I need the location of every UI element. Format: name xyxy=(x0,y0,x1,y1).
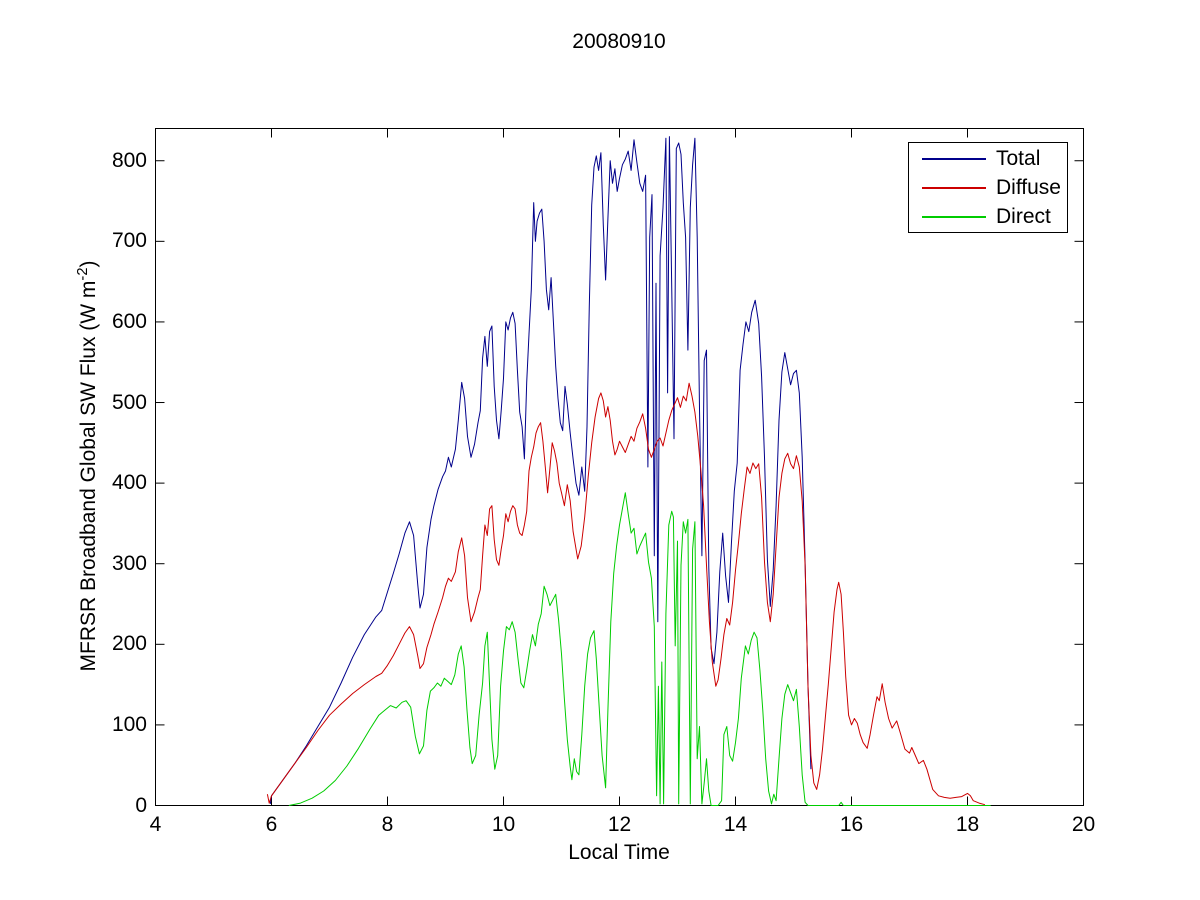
x-tick-label: 14 xyxy=(723,813,748,836)
y-tick-label: 700 xyxy=(111,229,147,253)
diffuse-line xyxy=(266,382,986,806)
y-tick-label: 600 xyxy=(111,309,147,333)
y-axis-label-suffix: ) xyxy=(77,260,100,268)
legend: Total Diffuse Direct xyxy=(908,142,1068,233)
legend-line-total xyxy=(922,157,986,160)
legend-line-diffuse xyxy=(922,186,986,189)
legend-label-total: Total xyxy=(996,147,1041,170)
x-tick-label: 12 xyxy=(607,813,632,836)
x-tick-label: 10 xyxy=(491,813,516,836)
x-tick-label: 4 xyxy=(149,813,162,836)
legend-entry-diffuse: Diffuse xyxy=(909,173,1067,202)
y-tick-label: 0 xyxy=(135,793,147,817)
y-tick-label: 800 xyxy=(111,148,147,172)
x-tick-label: 16 xyxy=(839,813,864,836)
y-tick-label: 100 xyxy=(111,712,147,736)
x-tick-label: 8 xyxy=(381,813,394,836)
chart-title: 20080910 xyxy=(572,30,666,53)
y-tick-label: 400 xyxy=(111,471,147,495)
legend-line-direct xyxy=(922,215,986,218)
legend-entry-direct: Direct xyxy=(909,202,1067,231)
x-axis-label: Local Time xyxy=(568,841,670,864)
total-line xyxy=(269,136,812,804)
x-tick-label: 6 xyxy=(265,813,278,836)
y-tick-label: 300 xyxy=(111,551,147,575)
y-tick-label: 500 xyxy=(111,390,147,414)
x-tick-label: 18 xyxy=(955,813,980,836)
direct-line xyxy=(288,492,991,806)
y-tick-label: 200 xyxy=(111,632,147,656)
legend-label-direct: Direct xyxy=(996,205,1051,228)
legend-label-diffuse: Diffuse xyxy=(996,176,1061,199)
y-axis-label-superscript: -2 xyxy=(75,267,91,281)
x-tick-label: 20 xyxy=(1071,813,1096,836)
legend-entry-total: Total xyxy=(909,144,1067,173)
